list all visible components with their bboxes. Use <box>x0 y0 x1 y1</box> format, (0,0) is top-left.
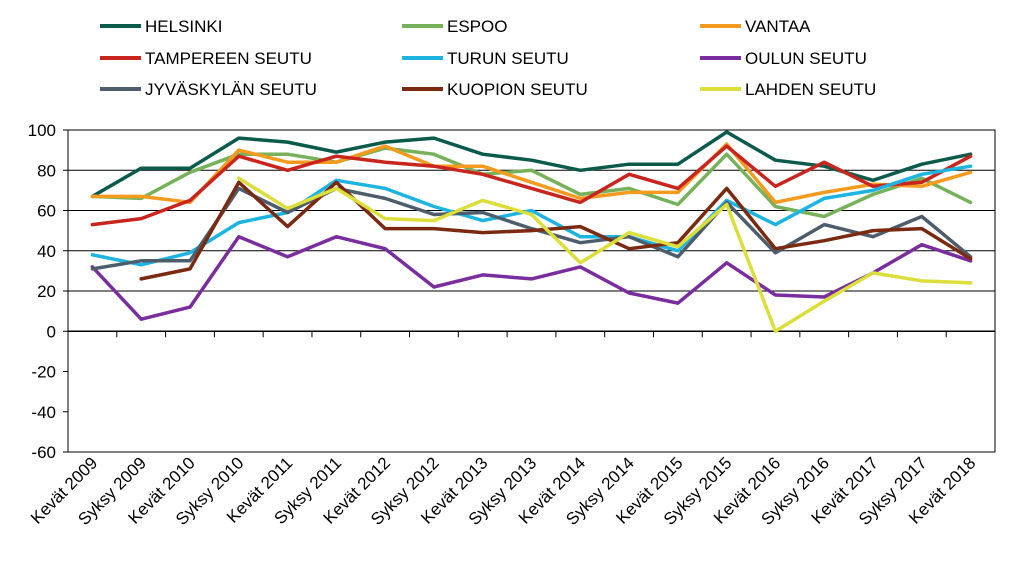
legend-item: ESPOO <box>402 17 507 36</box>
series-line-espoo <box>90 146 973 219</box>
y-tick-label: -20 <box>31 363 56 382</box>
legend-label: TAMPEREEN SEUTU <box>145 49 312 68</box>
legend-label: OULUN SEUTU <box>745 49 867 68</box>
legend-item: OULUN SEUTU <box>700 49 867 68</box>
x-axis <box>67 330 996 338</box>
legend-label: TURUN SEUTU <box>447 49 569 68</box>
series-line-vantaa <box>90 142 973 205</box>
legend-item: VANTAA <box>700 17 811 36</box>
legend-label: ESPOO <box>447 17 507 36</box>
chart-legend: HELSINKI ESPOO VANTAA TAMPEREEN SEUTU TURUN … <box>100 17 876 99</box>
series-line-kuopion-seutu <box>139 180 973 281</box>
series-line-jyv-skyl-n-seutu <box>90 186 973 271</box>
legend-item: TAMPEREEN SEUTU <box>100 49 312 68</box>
series-line-tampereen-seutu <box>90 144 973 227</box>
y-tick-label: 20 <box>37 282 56 301</box>
y-tick-label: 100 <box>28 121 56 140</box>
legend-item: KUOPION SEUTU <box>402 80 588 99</box>
series-line-helsinki <box>90 130 973 199</box>
y-tick-label: -60 <box>31 443 56 462</box>
legend-item: HELSINKI <box>100 17 222 36</box>
y-tick-label: -40 <box>31 403 56 422</box>
y-tick-label: 80 <box>37 161 56 180</box>
y-tick-label: 0 <box>47 322 56 341</box>
series-lines <box>90 130 973 334</box>
legend-label: HELSINKI <box>145 17 222 36</box>
legend-label: KUOPION SEUTU <box>447 80 588 99</box>
series-line-lahden-seutu <box>237 176 973 334</box>
y-axis-ticks: 100 80 60 40 20 0 -20 -40 -60 <box>28 121 68 462</box>
legend-label: VANTAA <box>745 17 811 36</box>
legend-item: JYVÄSKYLÄN SEUTU <box>100 80 317 99</box>
legend-item: TURUN SEUTU <box>402 49 569 68</box>
y-tick-label: 60 <box>37 202 56 221</box>
legend-label: LAHDEN SEUTU <box>745 80 876 99</box>
series-line-turun-seutu <box>90 164 973 267</box>
legend-item: LAHDEN SEUTU <box>700 80 876 99</box>
legend-label: JYVÄSKYLÄN SEUTU <box>145 80 317 99</box>
series-line-oulun-seutu <box>90 234 973 321</box>
y-tick-label: 40 <box>37 242 56 261</box>
